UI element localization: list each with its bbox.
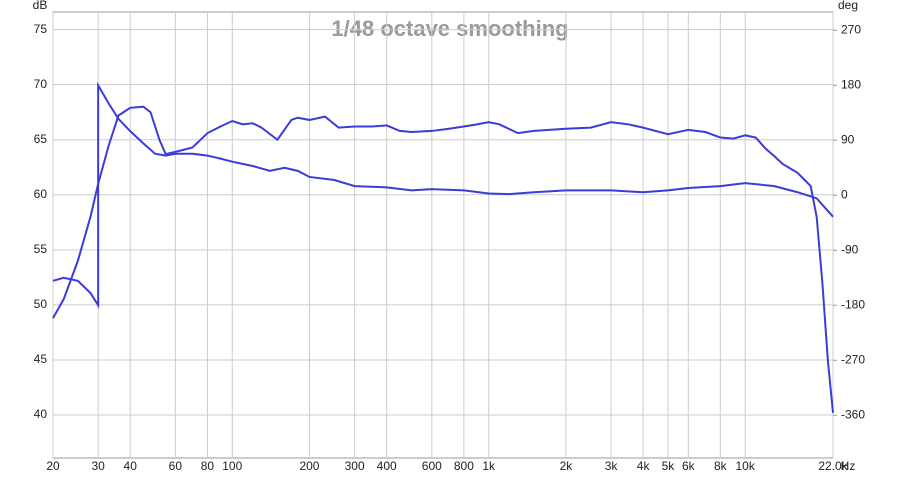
y2-tick-label: -90 [841, 242, 859, 256]
x-tick-label: 100 [222, 459, 242, 473]
y2-tick-label: -270 [841, 352, 865, 366]
y-tick-label: 60 [34, 187, 48, 201]
x-tick-label: 10k [736, 459, 756, 473]
x-tick-label: 8k [714, 459, 728, 473]
x-tick-label: 20 [46, 459, 60, 473]
x-tick-label: 5k [662, 459, 676, 473]
x-tick-label: 600 [422, 459, 442, 473]
y-tick-label: 65 [34, 132, 48, 146]
y-axis-label: dB [33, 0, 48, 12]
x-tick-label: 3k [605, 459, 619, 473]
x-tick-label: 200 [299, 459, 319, 473]
y2-tick-label: -180 [841, 297, 865, 311]
x-tick-label: 60 [169, 459, 183, 473]
x-tick-label: 400 [377, 459, 397, 473]
x-tick-label: 40 [124, 459, 138, 473]
chart-title: 1/48 octave smoothing [331, 16, 568, 41]
series-line [52, 81, 834, 309]
y2-tick-label: 180 [841, 77, 861, 91]
plot-area [52, 11, 834, 459]
y-tick-label: 70 [34, 77, 48, 91]
y-tick-label: 55 [34, 242, 48, 256]
y-tick-label: 45 [34, 352, 48, 366]
y-tick-label: 50 [34, 297, 48, 311]
x-tick-label: 22.0k [818, 459, 848, 473]
x-tick-label: 4k [637, 459, 651, 473]
y2-tick-label: 90 [841, 132, 855, 146]
x-axis-label: Hz [841, 459, 856, 473]
y-tick-label: 40 [34, 407, 48, 421]
y-tick-label: 75 [34, 22, 48, 36]
x-tick-label: 300 [345, 459, 365, 473]
x-tick-label: 2k [560, 459, 574, 473]
y2-tick-label: -360 [841, 407, 865, 421]
y2-tick-label: 0 [841, 187, 848, 201]
x-tick-label: 1k [482, 459, 496, 473]
x-tick-label: 6k [682, 459, 696, 473]
series-line [52, 105, 834, 413]
y2-tick-label: 270 [841, 23, 861, 37]
x-tick-label: 30 [91, 459, 105, 473]
x-tick-label: 800 [454, 459, 474, 473]
x-tick-label: 80 [201, 459, 215, 473]
y2-axis-label: deg [838, 0, 858, 12]
